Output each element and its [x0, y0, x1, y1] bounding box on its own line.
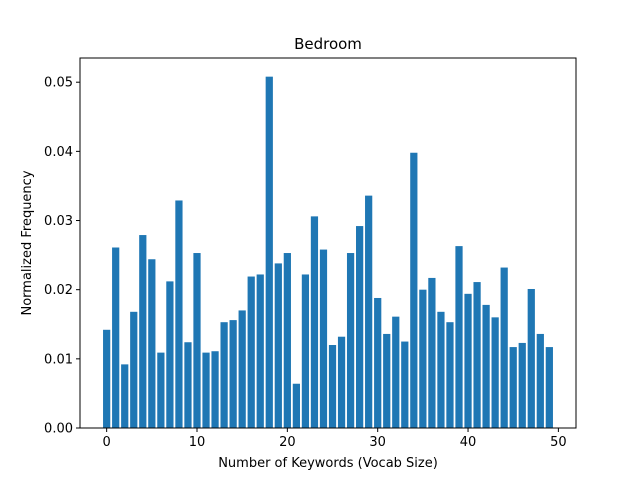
- bar-44: [500, 267, 508, 428]
- bar-24: [319, 249, 328, 428]
- bars-group: [103, 76, 553, 429]
- y-axis-ticks: 0.00 0.01 0.02 0.03 0.04 0.05: [44, 76, 80, 437]
- bar-10: [193, 253, 201, 428]
- bar-30: [374, 297, 382, 428]
- y-tick-label: 0.01: [44, 352, 73, 367]
- bar-16: [247, 276, 255, 428]
- bar-21: [292, 383, 300, 428]
- bar-23: [310, 216, 319, 428]
- bar-5: [148, 259, 156, 428]
- bar-9: [184, 342, 192, 428]
- bar-12: [211, 351, 219, 428]
- y-tick-label: 0.00: [44, 422, 73, 437]
- y-tick-label: 0.03: [44, 214, 73, 229]
- bar-47: [527, 288, 535, 428]
- bar-14: [229, 320, 237, 428]
- bar-33: [401, 341, 409, 428]
- bar-26: [337, 336, 346, 428]
- bar-37: [437, 311, 445, 428]
- bar-2: [121, 364, 129, 428]
- bar-45: [509, 347, 517, 428]
- x-tick-label: 20: [279, 435, 296, 450]
- bar-28: [356, 226, 364, 428]
- bar-6: [157, 352, 165, 428]
- x-tick-label: 10: [189, 435, 206, 450]
- bar-38: [446, 322, 454, 428]
- bar-7: [166, 281, 174, 428]
- y-tick-label: 0.05: [44, 76, 73, 91]
- x-tick-label: 30: [369, 435, 386, 450]
- chart-title: Bedroom: [294, 35, 362, 53]
- bar-0: [103, 329, 111, 428]
- bar-41: [473, 282, 481, 428]
- y-axis-label: Normalized Frequency: [20, 170, 35, 315]
- bar-19: [274, 263, 282, 428]
- bar-1: [112, 247, 120, 428]
- x-tick-label: 40: [460, 435, 477, 450]
- bar-49: [545, 347, 553, 428]
- bar-48: [536, 333, 544, 428]
- x-tick-label: 0: [103, 435, 111, 450]
- x-axis-label: Number of Keywords (Vocab Size): [218, 456, 438, 471]
- y-tick-label: 0.04: [44, 145, 73, 160]
- bar-20: [283, 253, 291, 428]
- bar-36: [428, 277, 436, 428]
- x-tick-label: 50: [550, 435, 567, 450]
- bar-29: [365, 195, 373, 428]
- bar-15: [238, 310, 246, 428]
- bar-25: [328, 345, 337, 428]
- bar-32: [392, 316, 400, 428]
- bar-35: [419, 289, 427, 428]
- bar-4: [139, 235, 147, 428]
- bar-39: [455, 246, 463, 428]
- bar-40: [464, 293, 472, 428]
- bar-34: [410, 152, 418, 428]
- bar-22: [301, 274, 310, 428]
- bar-11: [202, 352, 210, 428]
- x-axis-ticks: 0 10 20 30 40 50: [103, 428, 567, 450]
- bar-27: [346, 253, 355, 428]
- bar-42: [482, 304, 490, 428]
- bar-3: [130, 311, 138, 428]
- bar-8: [175, 200, 183, 428]
- bar-17: [256, 274, 264, 428]
- bar-43: [491, 317, 499, 428]
- y-tick-label: 0.02: [44, 283, 73, 298]
- bar-31: [383, 333, 391, 428]
- plot-frame: [79, 57, 577, 429]
- bar-46: [518, 342, 526, 428]
- bar-13: [220, 322, 228, 428]
- bar-18: [265, 76, 273, 429]
